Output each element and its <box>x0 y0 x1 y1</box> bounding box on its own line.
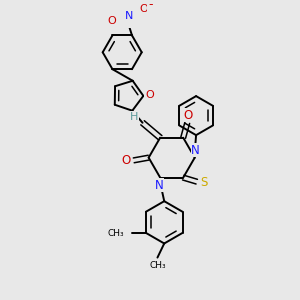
Text: N: N <box>155 179 164 192</box>
Text: H: H <box>130 112 138 122</box>
Text: S: S <box>200 176 208 189</box>
Text: O: O <box>183 109 192 122</box>
Text: O: O <box>107 16 116 26</box>
Text: -: - <box>148 0 152 11</box>
Text: CH₃: CH₃ <box>108 229 124 238</box>
Text: O: O <box>140 4 148 14</box>
Text: O: O <box>122 154 131 167</box>
Text: N: N <box>125 11 133 21</box>
Text: N: N <box>191 144 200 157</box>
Text: CH₃: CH₃ <box>150 261 166 270</box>
Text: O: O <box>145 89 154 100</box>
